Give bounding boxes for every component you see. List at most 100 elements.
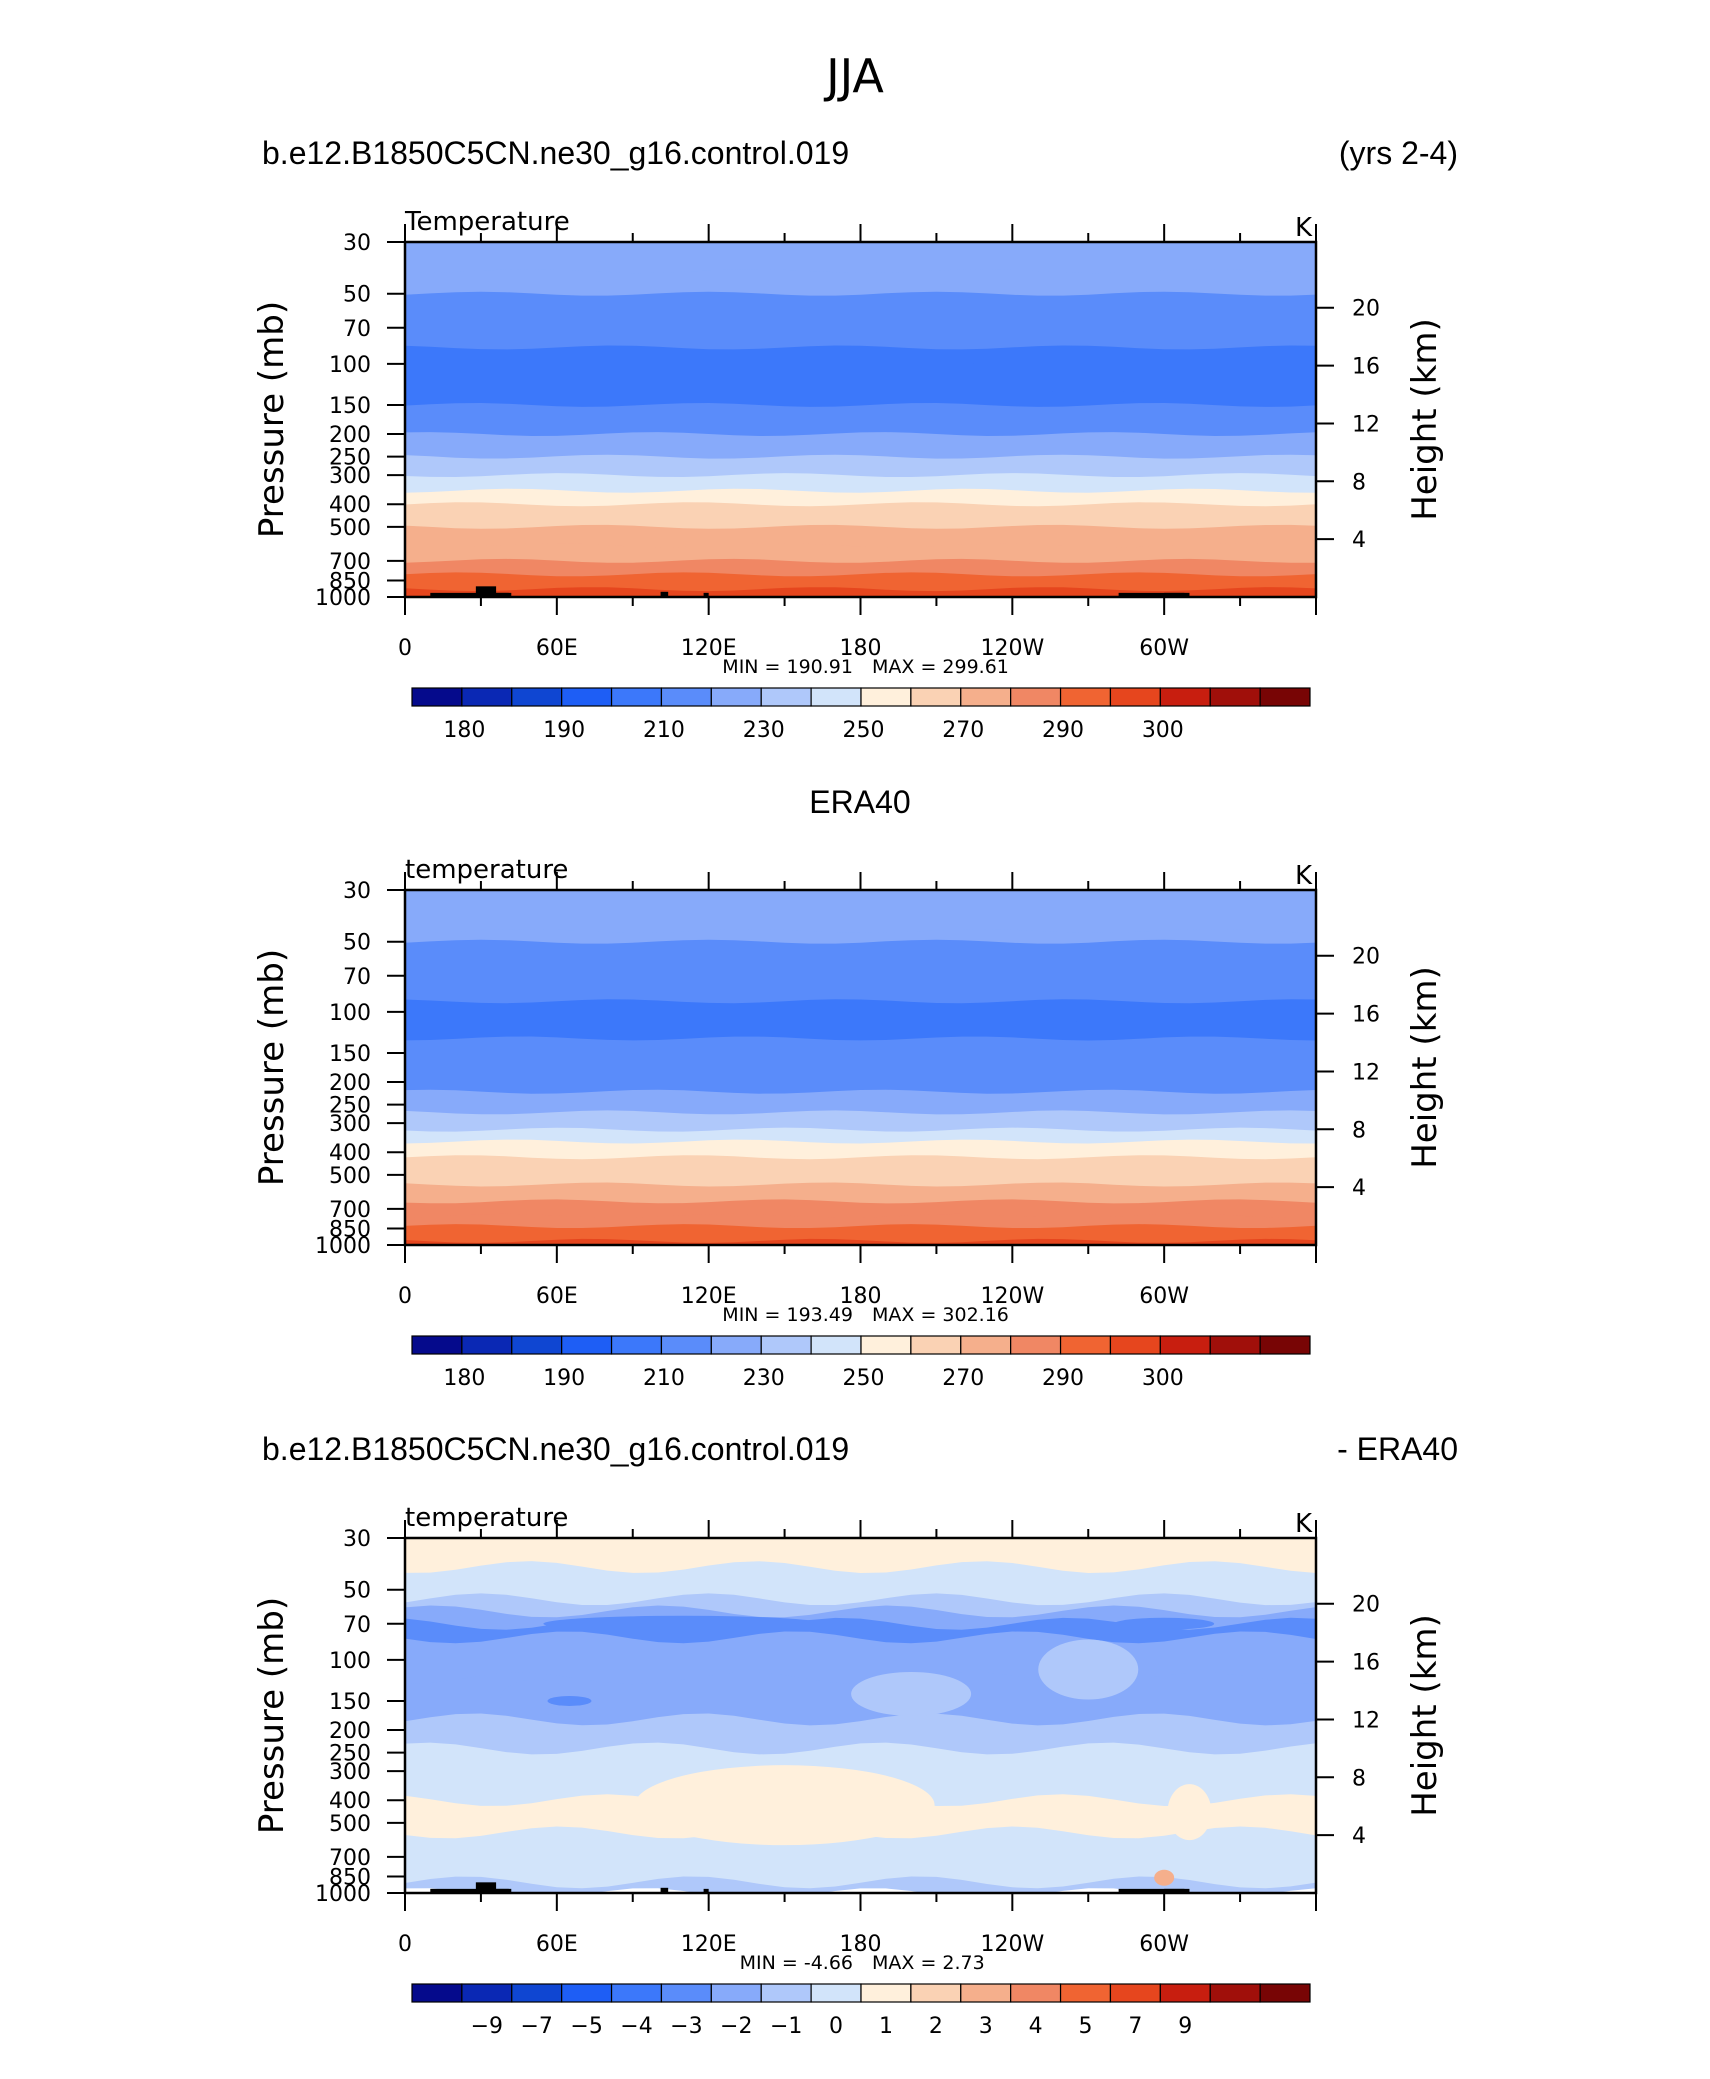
contour-field: [405, 1538, 1316, 1893]
min-label: MIN = 193.49: [722, 1304, 853, 1326]
colorbar-cell: [710, 687, 762, 707]
contour-band: [405, 1593, 1316, 1619]
height-tick-label: 12: [1352, 1708, 1380, 1733]
max-label: MAX = 302.16: [872, 1304, 1009, 1326]
x-tick-label: 120E: [681, 1284, 737, 1309]
max-label: MAX = 2.73: [872, 1952, 985, 1974]
topography: [660, 591, 669, 597]
contour-blob: [547, 1695, 592, 1706]
colorbar-label: 4: [1029, 2014, 1043, 2039]
contour-band: [405, 1127, 1316, 1145]
colorbar-cell: [511, 1335, 563, 1355]
topography: [496, 592, 512, 597]
colorbar-cell: [411, 1335, 463, 1355]
contour-band: [405, 1713, 1316, 1756]
y-tick-label: 100: [329, 1649, 371, 1674]
contour-field: [405, 890, 1316, 1245]
contour-band: [405, 1089, 1316, 1116]
panel-2: temperature K3050701001502002503004005007…: [252, 855, 1445, 1391]
colorbar-cell: [461, 1983, 513, 2003]
x-tick-label: 180: [840, 636, 882, 661]
contour-band: [405, 572, 1316, 584]
colorbar-cell: [660, 687, 712, 707]
colorbar-cell: [960, 687, 1012, 707]
colorbar-cell: [561, 1983, 613, 2003]
y-tick-label: 700: [329, 1846, 371, 1871]
years-label: (yrs 2-4): [1339, 135, 1458, 171]
contour-band: [405, 1182, 1316, 1205]
y-tick-label: 150: [329, 394, 371, 419]
colorbar-cell: [810, 687, 862, 707]
figure-title: JJA: [823, 49, 884, 103]
colorbar-cell: [1010, 687, 1062, 707]
variable-label: temperature: [405, 1503, 568, 1533]
y-axis-label: Pressure (mb): [252, 949, 292, 1186]
colorbar-cell: [910, 1983, 962, 2003]
colorbar-cell: [1159, 687, 1211, 707]
colorbar-cell: [960, 1335, 1012, 1355]
colorbar-cell: [610, 1335, 663, 1355]
colorbar-cell: [860, 687, 912, 707]
colorbar-cell: [710, 1983, 762, 2003]
colorbar-cell: [810, 1983, 862, 2003]
contour-band: [405, 999, 1316, 1025]
topography: [703, 1888, 709, 1893]
contour-band: [405, 1224, 1316, 1238]
colorbar-label: 3: [979, 2014, 993, 2039]
topography: [496, 1888, 512, 1893]
colorbar-cell: [660, 1335, 712, 1355]
y-tick-label: 250: [329, 1742, 371, 1767]
contour-band: [405, 291, 1316, 331]
contour-band: [405, 361, 1316, 394]
y-tick-label: 500: [329, 516, 371, 541]
y-axis-right-label: Height (km): [1405, 318, 1445, 521]
colorbar-cell: [760, 687, 812, 707]
x-tick-label: 120E: [681, 1932, 737, 1957]
colorbar-cell: [760, 1983, 812, 2003]
contour-band: [405, 1605, 1316, 1631]
y-tick-label: 250: [329, 1094, 371, 1119]
height-tick-label: 4: [1352, 528, 1366, 553]
y-tick-label: 400: [329, 493, 371, 518]
colorbar-label: −7: [521, 2014, 553, 2039]
colorbar-cell: [1109, 687, 1161, 707]
colorbar-label: 290: [1042, 718, 1084, 743]
max-label: MAX = 299.61: [872, 656, 1009, 678]
contour-band: [405, 1168, 1316, 1188]
y-tick-label: 200: [329, 1071, 371, 1096]
colorbar-cell: [960, 1983, 1012, 2003]
colorbar-label: 5: [1079, 2014, 1093, 2039]
diff-label: - ERA40: [1337, 1431, 1458, 1467]
colorbar-cell: [1059, 687, 1112, 707]
colorbar-label: 1: [879, 2014, 893, 2039]
colorbar-cell: [760, 1335, 812, 1355]
x-tick-label: 120W: [980, 636, 1044, 661]
colorbar-label: 0: [829, 2014, 843, 2039]
y-axis-label: Pressure (mb): [252, 301, 292, 538]
colorbar-label: 7: [1128, 2014, 1142, 2039]
colorbar-cell: [860, 1335, 912, 1355]
colorbar-label: 190: [543, 1366, 585, 1391]
contour-band: [405, 473, 1316, 494]
colorbar-label: 210: [643, 1366, 685, 1391]
y-tick-label: 300: [329, 464, 371, 489]
colorbar-cell: [710, 1335, 762, 1355]
topography: [1164, 1888, 1185, 1893]
topography: [430, 1888, 509, 1893]
colorbar-cell: [511, 1983, 563, 2003]
topography: [475, 586, 497, 597]
contour-blob: [500, 1679, 573, 1716]
colorbar-label: 190: [543, 718, 585, 743]
y-tick-label: 50: [343, 1579, 371, 1604]
contour-band: [405, 1199, 1316, 1219]
y-tick-label: 300: [329, 1760, 371, 1785]
colorbar-cell: [860, 1983, 912, 2003]
contour-band: [405, 432, 1316, 460]
colorbar-cell: [461, 1335, 513, 1355]
colorbar-label: 230: [743, 1366, 785, 1391]
contour-band: [405, 1238, 1316, 1245]
x-tick-label: 120W: [980, 1284, 1044, 1309]
contour-band: [405, 1561, 1316, 1607]
colorbar-label: −1: [770, 2014, 802, 2039]
